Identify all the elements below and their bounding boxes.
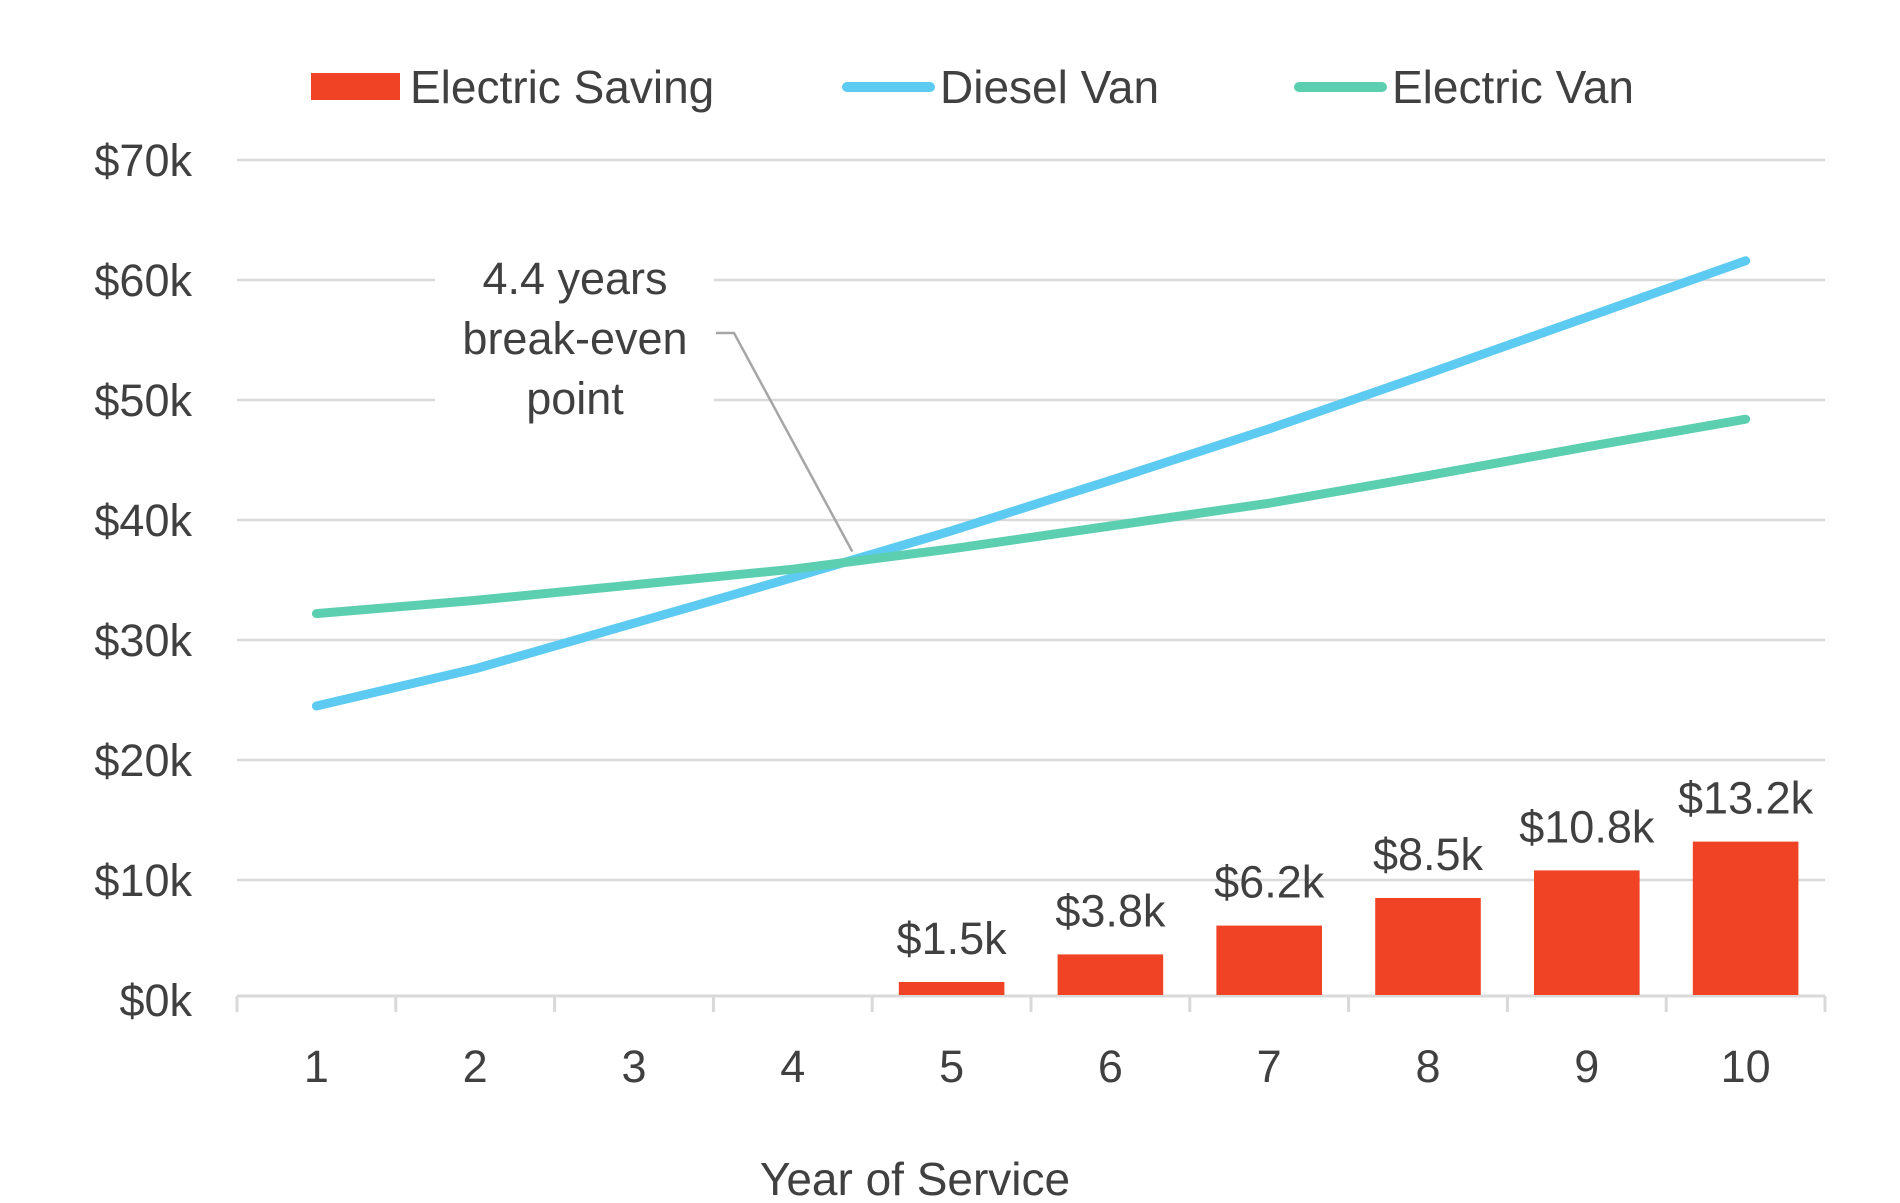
bar-data-label: $3.8k	[1055, 885, 1166, 936]
annotation-line-3: point	[526, 373, 624, 424]
legend: Electric Saving Diesel Van Electric Van	[311, 61, 1634, 113]
y-tick-label: $40k	[94, 495, 192, 546]
legend-swatch-electric-saving	[311, 73, 400, 100]
y-tick-label: $0k	[119, 975, 192, 1026]
line-diesel-van	[311, 256, 1751, 711]
annotation-line-2: break-even	[462, 313, 687, 364]
bar	[898, 982, 1005, 995]
y-axis-tick-labels: $0k $10k $20k $30k $40k $50k $60k $70k	[94, 135, 192, 1026]
x-tick-label: 3	[621, 1041, 646, 1092]
x-axis-title: Year of Service	[760, 1153, 1070, 1203]
y-tick-label: $20k	[94, 735, 192, 786]
x-tick-label: 9	[1574, 1041, 1599, 1092]
line-series	[311, 256, 1751, 711]
annotation-line-1: 4.4 years	[482, 253, 667, 304]
y-tick-label: $60k	[94, 255, 192, 306]
break-even-annotation: 4.4 years break-even point	[462, 253, 854, 553]
x-axis: 1 2 3 4 5 6 7 8 9 10	[235, 994, 1827, 1092]
x-tick-label: 5	[939, 1041, 964, 1092]
bar-data-label: $10.8k	[1519, 801, 1655, 852]
gridlines	[237, 158, 1825, 882]
y-tick-label: $50k	[94, 375, 192, 426]
bar	[1057, 954, 1164, 995]
bar-data-label: $8.5k	[1373, 829, 1484, 880]
bar	[1692, 841, 1799, 995]
legend-label-electric-van: Electric Van	[1392, 61, 1634, 113]
annotation-leader-line	[716, 331, 854, 553]
bar	[1533, 870, 1640, 995]
y-tick-label: $30k	[94, 615, 192, 666]
legend-label-diesel-van: Diesel Van	[940, 61, 1159, 113]
y-tick-label: $10k	[94, 855, 192, 906]
bar-data-label: $1.5k	[897, 913, 1008, 964]
bar	[1375, 898, 1481, 995]
x-tick-label: 10	[1721, 1041, 1771, 1092]
bar-series-electric-saving: $1.5k $3.8k $6.2k $8.5k $10.8k $13.2k	[897, 773, 1814, 995]
x-tick-label: 6	[1098, 1041, 1123, 1092]
x-tick-label: 4	[780, 1041, 805, 1092]
legend-label-electric-saving: Electric Saving	[410, 61, 714, 113]
y-tick-label: $70k	[94, 135, 192, 186]
bar-data-label: $13.2k	[1678, 773, 1814, 824]
x-tick-label: 7	[1257, 1041, 1282, 1092]
line-electric-van	[311, 414, 1751, 619]
bar	[1216, 925, 1323, 995]
x-tick-label: 8	[1415, 1041, 1440, 1092]
bar-data-label: $6.2k	[1214, 857, 1325, 908]
x-tick-label: 1	[304, 1041, 329, 1092]
x-tick-label: 2	[463, 1041, 488, 1092]
